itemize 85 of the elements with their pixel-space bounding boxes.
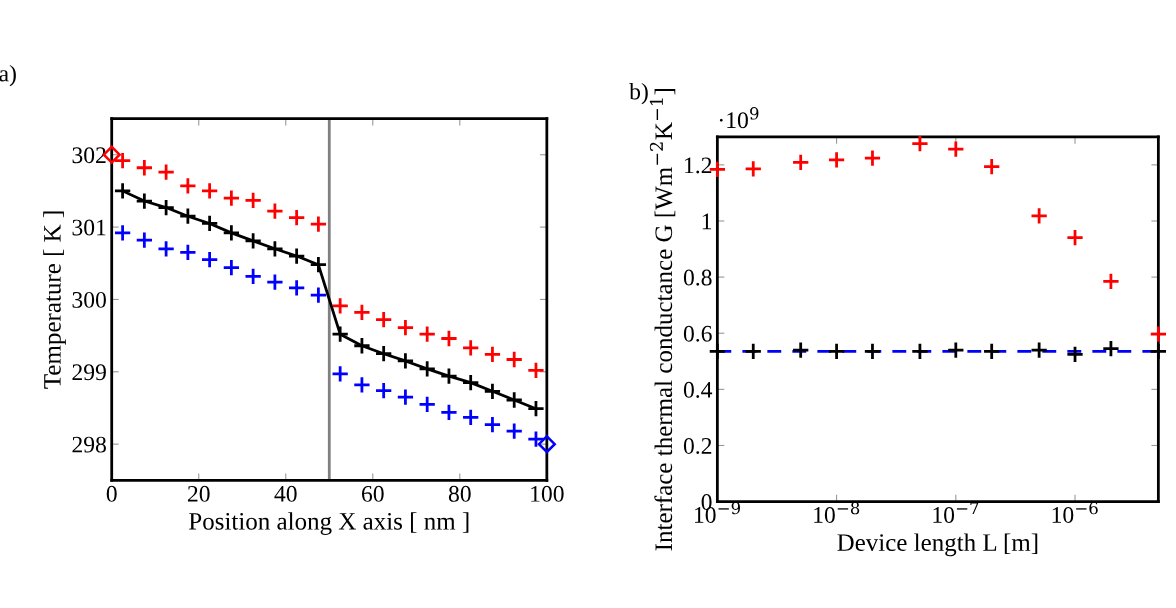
point — [439, 403, 458, 422]
x-tick-label: 40 — [274, 485, 297, 502]
x-tick-label: 60 — [362, 485, 384, 502]
point — [352, 336, 371, 355]
point — [265, 202, 284, 221]
point — [135, 158, 154, 177]
x-tick-label: 0 — [106, 485, 117, 502]
point — [244, 231, 263, 250]
point — [439, 329, 458, 348]
point — [265, 273, 284, 292]
text: ·10$^{9}$ — [719, 107, 759, 129]
point — [418, 395, 437, 414]
point — [287, 247, 306, 266]
point — [200, 214, 219, 233]
point — [331, 325, 350, 344]
point — [157, 198, 176, 217]
x-axis-title: Device length L [m] — [837, 533, 1038, 557]
point — [537, 435, 556, 454]
y-tick-label: 300 — [72, 291, 106, 308]
point — [309, 215, 328, 234]
point — [374, 344, 393, 363]
point — [439, 367, 458, 386]
point — [483, 382, 502, 401]
chart-title: a) — [0, 64, 16, 87]
point — [178, 243, 197, 262]
y-tick-label: 299 — [72, 364, 106, 381]
point — [418, 325, 437, 344]
point — [178, 207, 197, 226]
point — [418, 359, 437, 378]
x-tick-label: 80 — [448, 485, 471, 502]
point — [396, 388, 415, 407]
point — [157, 239, 176, 258]
x-axis-title: Position along X axis [ nm ] — [189, 512, 469, 535]
point — [309, 286, 328, 305]
point — [200, 181, 219, 200]
point — [331, 364, 350, 383]
y-tick-label: 0.2 — [683, 437, 712, 454]
point — [222, 223, 241, 242]
x-tick-label: 100 — [531, 485, 564, 502]
y-tick-label: 301 — [72, 219, 106, 236]
y-tick-label: 298 — [72, 436, 106, 453]
point — [222, 189, 241, 208]
y-tick-label: 0.4 — [683, 381, 713, 398]
point — [352, 303, 371, 322]
point — [505, 390, 524, 410]
chart-title: b) — [629, 82, 648, 105]
point — [178, 176, 197, 195]
point — [483, 345, 502, 364]
point — [331, 296, 350, 315]
y-axis-title: Temperature [ K ] — [43, 211, 66, 389]
point — [461, 338, 480, 357]
y-tick-label: 0.6 — [683, 325, 712, 342]
point — [483, 415, 502, 434]
point — [461, 408, 480, 427]
point — [135, 192, 154, 211]
y-axis-title: Interface thermal conductance G [Wm$^{−2}$K$^{−1}$] — [649, 88, 676, 551]
point — [287, 208, 306, 227]
y-tick-label: 1.2 — [685, 157, 712, 174]
point — [526, 430, 545, 449]
point — [135, 231, 154, 250]
point — [396, 318, 415, 337]
point — [526, 399, 545, 418]
point — [113, 181, 132, 200]
point — [113, 151, 132, 170]
y-tick-label: 302 — [72, 147, 106, 164]
y-tick-label: 1 — [702, 213, 712, 230]
point — [374, 381, 393, 400]
point — [244, 267, 263, 286]
point — [309, 255, 328, 274]
point — [352, 375, 371, 394]
point — [157, 163, 176, 182]
point — [505, 350, 524, 369]
point — [265, 239, 284, 258]
point — [374, 310, 393, 329]
y-tick-label: 0.8 — [683, 269, 712, 286]
point — [396, 351, 415, 370]
point — [244, 191, 263, 210]
point — [526, 361, 545, 380]
point — [222, 258, 241, 277]
point — [461, 373, 480, 392]
x-tick-label: 20 — [187, 485, 210, 502]
point — [200, 250, 219, 269]
point — [113, 223, 132, 242]
point — [505, 422, 524, 441]
point — [287, 278, 306, 297]
